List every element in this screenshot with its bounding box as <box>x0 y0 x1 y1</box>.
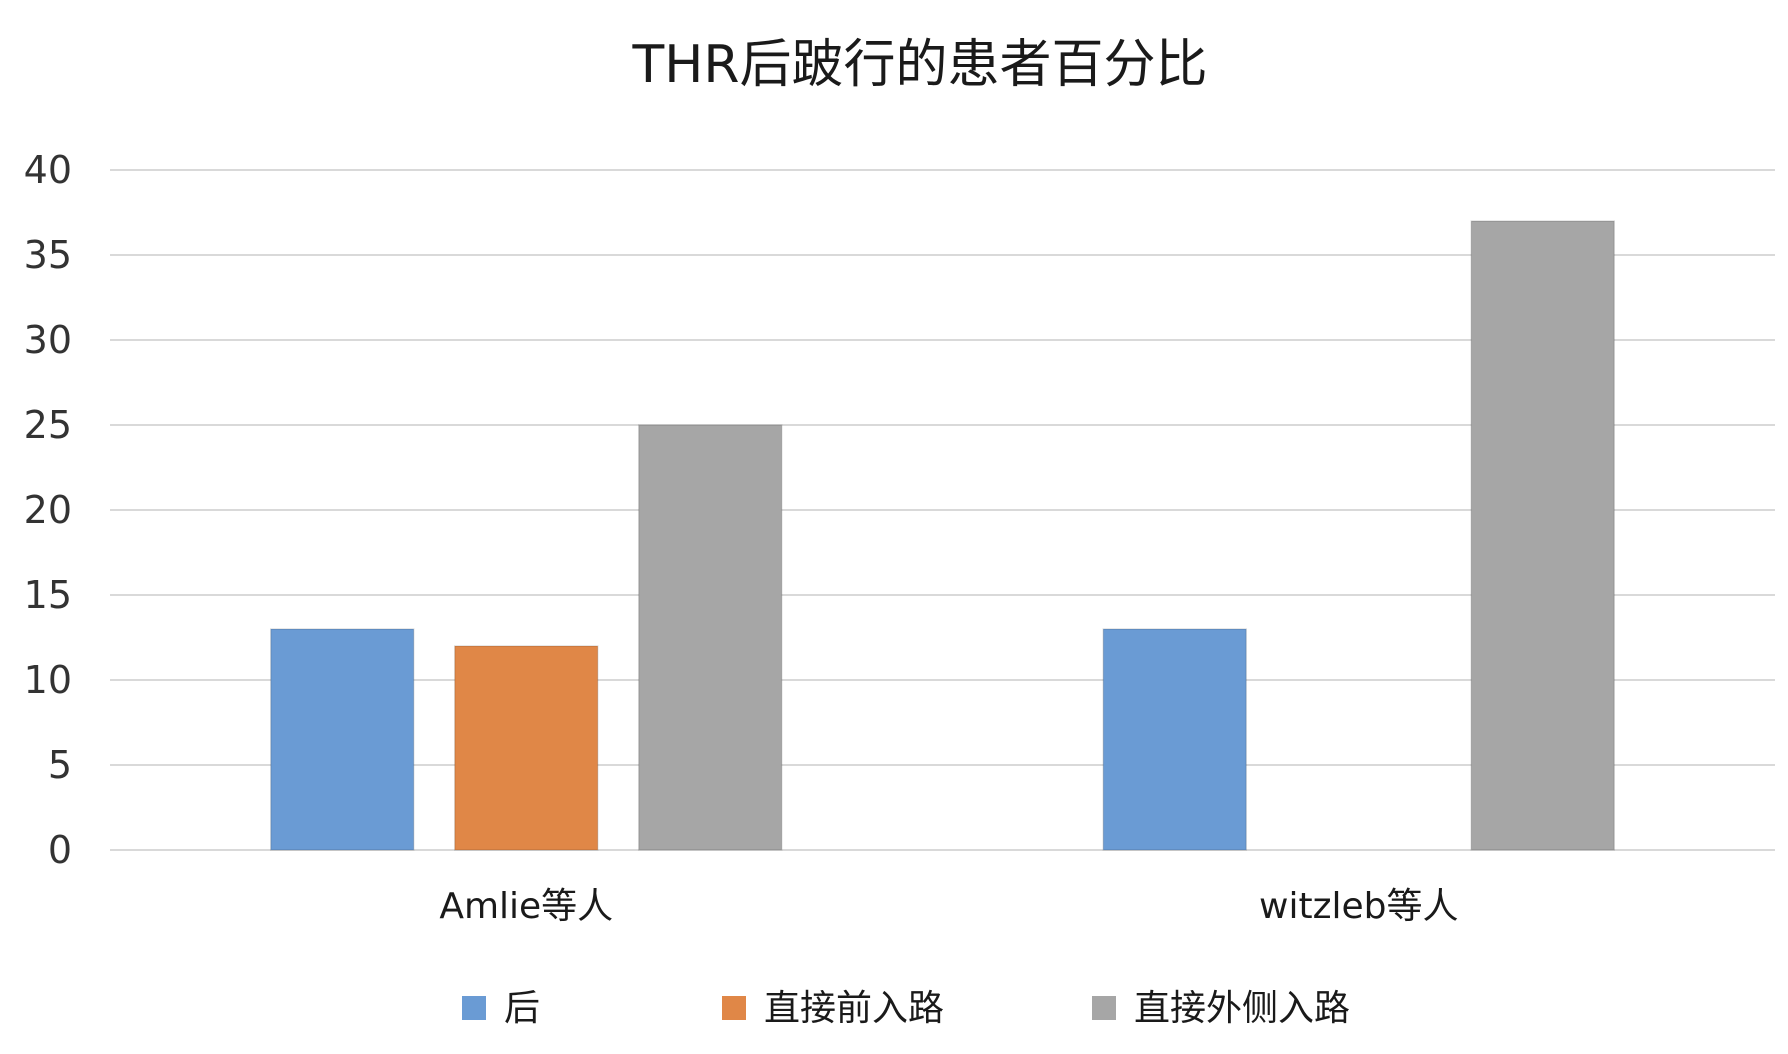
legend-label: 直接外侧入路 <box>1134 988 1350 1029</box>
legend-item: 直接前入路 <box>722 988 944 1029</box>
bars <box>270 220 1615 851</box>
x-axis-labels: Amlie等人 witzleb等人 <box>439 886 1458 927</box>
y-tick-label: 5 <box>48 743 72 787</box>
legend-swatch <box>462 996 486 1020</box>
y-tick-label: 25 <box>24 403 72 447</box>
legend-label: 后 <box>504 988 540 1029</box>
bar <box>1102 628 1247 851</box>
bar <box>454 645 599 851</box>
y-tick-label: 35 <box>24 233 72 277</box>
x-category-label: Amlie等人 <box>439 886 613 927</box>
y-tick-label: 0 <box>48 828 72 872</box>
legend-item: 后 <box>462 988 540 1029</box>
chart-title: THR后跛行的患者百分比 <box>632 35 1208 95</box>
legend: 后 直接前入路 直接外侧入路 <box>462 988 1350 1029</box>
legend-swatch <box>1092 996 1116 1020</box>
y-tick-label: 40 <box>24 148 72 192</box>
bar <box>638 424 783 851</box>
bar <box>270 628 415 851</box>
y-tick-label: 20 <box>24 488 72 532</box>
y-tick-label: 15 <box>24 573 72 617</box>
legend-item: 直接外侧入路 <box>1092 988 1350 1029</box>
y-tick-label: 10 <box>24 658 72 702</box>
legend-swatch <box>722 996 746 1020</box>
legend-label: 直接前入路 <box>764 988 944 1029</box>
bar <box>1470 220 1615 851</box>
x-category-label: witzleb等人 <box>1259 886 1458 927</box>
y-tick-label: 30 <box>24 318 72 362</box>
y-axis-ticks: 0 5 10 15 20 25 30 35 40 <box>24 148 72 872</box>
